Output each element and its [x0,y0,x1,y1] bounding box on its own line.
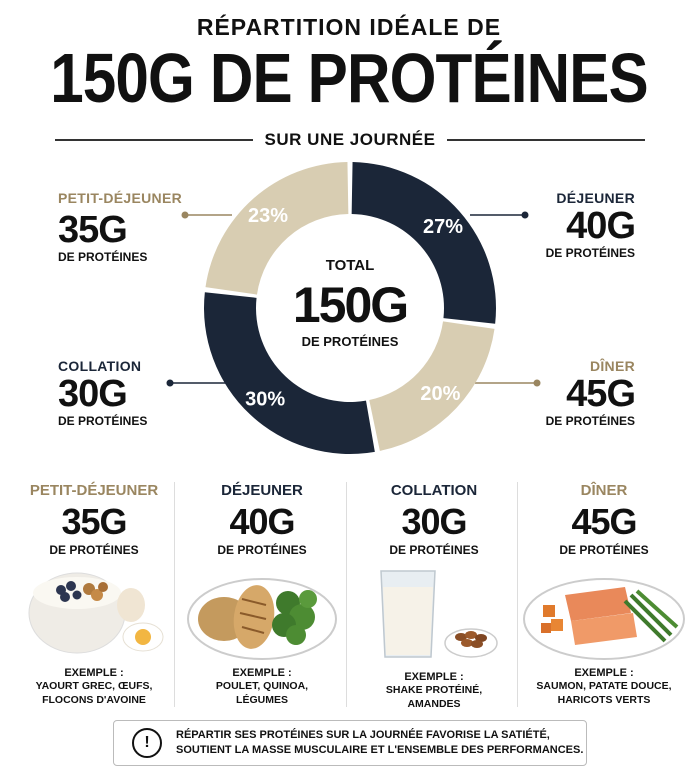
donut-slice-label: 30% [245,388,285,410]
meal-amount: 45G [566,373,636,415]
supertitle: RÉPARTITION IDÉALE DE [196,14,502,40]
card-name: PETIT-DÉJEUNER [29,482,159,499]
meal-name: DÉJEUNER [556,190,635,206]
chicken-plate-illustration [187,578,337,660]
donut-slice-label: 20% [420,383,460,405]
card-amount: 30G [401,501,467,542]
meal-amount: 35G [58,209,128,251]
meal-name: PETIT-DÉJEUNER [58,190,182,206]
connector-dot-lunch [521,211,529,219]
donut-slice-label: 27% [423,216,463,238]
shake-almonds-illustration [380,570,498,658]
connector-dot-snack [166,379,174,387]
card-amount: 45G [571,501,637,542]
connector-dot-dinner [533,379,541,387]
meal-unit: DE PROTÉINES [58,250,148,264]
card-dinner: DÎNER 45G DE PROTÉINES EXEMPLE : SAUMON,… [520,478,688,718]
subtitle-row: SUR UNE JOURNÉE [55,128,646,152]
donut-center-unit: DE PROTÉINES [302,334,399,349]
yogurt-bowl-illustration [28,572,164,654]
card-snack: COLLATION 30G DE PROTÉINES EXEMPLE : SHA… [350,478,518,718]
subtitle: SUR UNE JOURNÉE [264,130,436,149]
connector-dot-breakfast [181,211,189,219]
card-example-line1: POULET, QUINOA, [215,680,309,692]
card-example-line2: FLOCONS D'AVOINE [42,694,146,706]
card-separator [517,482,518,707]
footer-line1: RÉPARTIR SES PROTÉINES SUR LA JOURNÉE FA… [176,729,550,741]
card-name: DÉJEUNER [221,482,303,499]
card-unit: DE PROTÉINES [49,543,139,557]
exclamation-circle-icon: ! [132,728,162,758]
divider-left [55,139,253,141]
donut-chart: 27% 20% 30% 23% TOTAL 150G DE PROTÉINES [204,162,496,455]
donut-slice-déjeuner [351,162,496,324]
meal-unit: DE PROTÉINES [545,246,635,260]
label-breakfast: PETIT-DÉJEUNER [58,190,208,206]
page-title: 150G DE PROTÉINES [50,39,648,117]
card-example-label: EXEMPLE : [64,667,124,679]
card-breakfast: PETIT-DÉJEUNER 35G DE PROTÉINES EXEMPLE … [10,478,178,718]
divider-right [447,139,646,141]
card-name: DÎNER [580,482,628,499]
card-example-label: EXEMPLE : [404,671,464,683]
card-example-line2: HARICOTS VERTS [557,694,651,706]
meal-name: DÎNER [589,358,635,374]
meal-name: COLLATION [58,358,142,374]
donut-slice-petit-déjeuner [205,162,349,295]
meal-amount: 40G [566,205,636,247]
meal-unit: DE PROTÉINES [58,414,148,428]
salmon-plate-illustration [523,578,685,660]
donut-slice-label: 23% [248,205,288,227]
card-unit: DE PROTÉINES [389,543,479,557]
footer-note: ! RÉPARTIR SES PROTÉINES SUR LA JOURNÉE … [113,720,587,766]
card-example-line1: SAUMON, PATATE DOUCE, [536,680,672,692]
label-breakfast-amount: 35G DE PROTÉINES [58,210,147,264]
card-separator [174,482,175,707]
donut-center-label: TOTAL [326,257,375,274]
meal-unit: DE PROTÉINES [545,414,635,428]
donut-slice-collation [204,292,375,455]
card-lunch: DÉJEUNER 40G DE PROTÉINES EXEMPLE : POUL… [178,478,346,718]
footer-line2: SOUTIENT LA MASSE MUSCULAIRE ET L'ENSEMB… [176,744,584,756]
card-name: COLLATION [390,482,478,499]
donut-slice-dîner [369,321,495,451]
card-example-label: EXEMPLE : [232,667,292,679]
label-lunch: DÉJEUNER 40G DE PROTÉINES [490,190,636,260]
card-example-line2: LÉGUMES [236,694,288,706]
card-separator [346,482,347,707]
card-amount: 35G [61,501,127,542]
card-unit: DE PROTÉINES [559,543,649,557]
card-amount: 40G [229,501,295,542]
card-unit: DE PROTÉINES [217,543,307,557]
label-snack: COLLATION 30G DE PROTÉINES [58,358,208,428]
label-dinner: DÎNER 45G DE PROTÉINES [490,358,636,428]
card-example-line2: AMANDES [407,698,461,710]
card-example-label: EXEMPLE : [574,667,634,679]
connector-lines [166,211,541,387]
card-example-line1: YAOURT GREC, ŒUFS, [35,680,153,692]
meal-amount: 30G [58,373,128,415]
card-example-line1: SHAKE PROTÉINÉ, [385,684,483,696]
donut-center-value: 150G [293,277,407,333]
